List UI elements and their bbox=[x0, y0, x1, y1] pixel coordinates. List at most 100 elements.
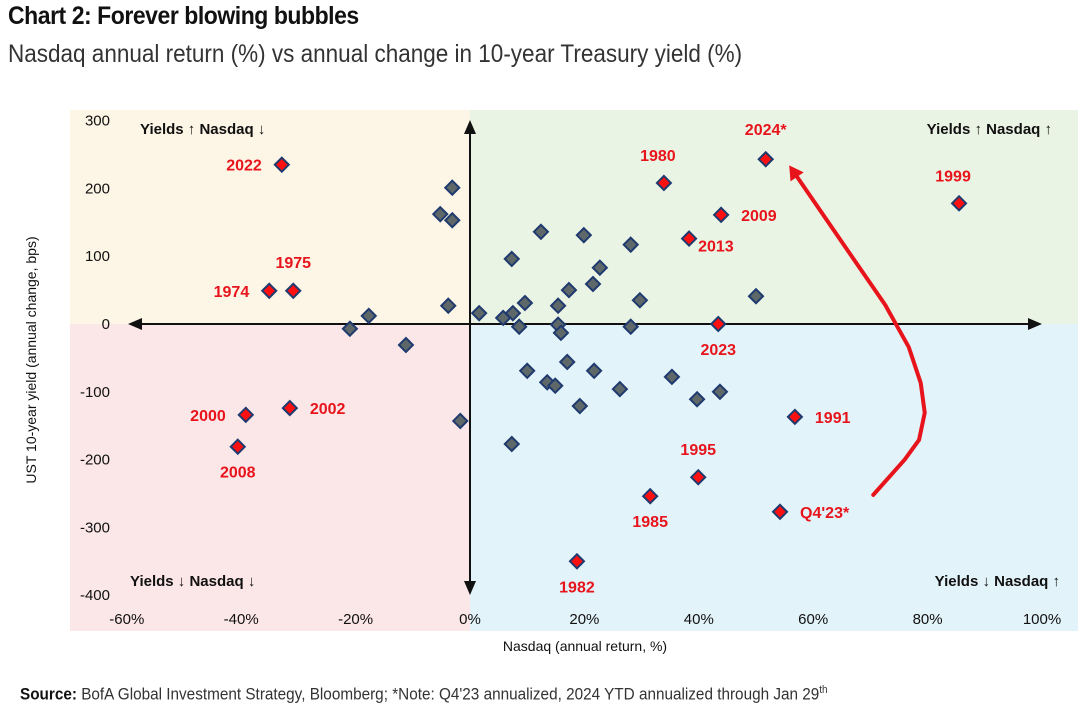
scatter-point bbox=[510, 318, 528, 336]
scatter-point bbox=[611, 380, 629, 398]
quadrant-bottom-right bbox=[470, 324, 1078, 631]
point-label: 1974 bbox=[214, 284, 250, 301]
point-label: 2002 bbox=[310, 401, 346, 418]
x-tick-label: -60% bbox=[109, 611, 144, 628]
scatter-point bbox=[622, 318, 640, 336]
scatter-point bbox=[622, 236, 640, 254]
highlighted-point bbox=[273, 156, 291, 174]
scatter-point bbox=[397, 336, 415, 354]
scatter-point bbox=[663, 368, 681, 386]
scatter-point bbox=[546, 377, 564, 395]
highlighted-point bbox=[284, 282, 302, 300]
point-label: 2000 bbox=[190, 408, 226, 425]
point-labels: 2022 1974 1975 2000 2002 2008 1980 2024* 2009 201… bbox=[190, 122, 971, 596]
highlighted-point bbox=[689, 468, 707, 486]
y-tick-label: -100 bbox=[80, 384, 110, 401]
highlighted-point bbox=[281, 399, 299, 417]
point-label: Q4'23* bbox=[800, 505, 850, 522]
axes bbox=[128, 120, 1042, 595]
point-label: 1999 bbox=[935, 168, 971, 185]
scatter-point bbox=[560, 281, 578, 299]
quadrant-bottom-left bbox=[70, 324, 470, 631]
highlighted-point bbox=[709, 315, 727, 333]
scatter-point bbox=[584, 275, 602, 293]
point-label: 1980 bbox=[640, 148, 676, 165]
scatter-point bbox=[688, 390, 706, 408]
chart-title: Chart 2: Forever blowing bubbles bbox=[8, 2, 359, 30]
chart-subtitle: Nasdaq annual return (%) vs annual chang… bbox=[8, 40, 743, 68]
y-tick-label: -300 bbox=[80, 519, 110, 536]
point-label: 2023 bbox=[700, 342, 736, 359]
highlighted-point bbox=[712, 206, 730, 224]
scatter-point bbox=[443, 179, 461, 197]
x-tick-label: 80% bbox=[913, 611, 943, 628]
scatter-point bbox=[503, 250, 521, 268]
scatter-point bbox=[558, 353, 576, 371]
arrow-path bbox=[795, 174, 927, 497]
scatter-point bbox=[552, 324, 570, 342]
scatter-point bbox=[549, 297, 567, 315]
scatter-point bbox=[711, 383, 729, 401]
highlighted-point bbox=[757, 150, 775, 168]
y-axis-top-arrowhead bbox=[464, 120, 476, 134]
x-tick-label: 20% bbox=[569, 611, 599, 628]
highlighted-point bbox=[641, 487, 659, 505]
highlighted-point bbox=[237, 406, 255, 424]
scatter-point bbox=[341, 320, 359, 338]
x-tick-label: -20% bbox=[338, 611, 373, 628]
point-label: 1985 bbox=[632, 514, 668, 531]
arrow-head bbox=[789, 165, 804, 182]
y-tick-label: 0 bbox=[102, 316, 110, 333]
point-label: 2022 bbox=[226, 158, 262, 175]
tick-labels: -60% -40% -20% 0% 20% 40% 60% 80% 100% 300 200 100 0… bbox=[80, 113, 1061, 628]
highlighted-point bbox=[655, 174, 673, 192]
y-tick-label: -200 bbox=[80, 452, 110, 469]
highlighted-point bbox=[680, 230, 698, 247]
y-tick-label: 100 bbox=[85, 248, 110, 265]
scatter-point bbox=[360, 307, 378, 325]
annotation-arrow bbox=[789, 165, 927, 497]
scatter-point bbox=[631, 291, 649, 309]
scatter-point bbox=[504, 304, 522, 322]
highlighted-point bbox=[260, 282, 278, 300]
highlighted-point bbox=[771, 503, 789, 521]
quadrant-label-top-left: Yields ↑ Nasdaq ↓ bbox=[140, 121, 265, 138]
x-axis-label: Nasdaq (annual return, %) bbox=[503, 638, 667, 654]
quadrant-label-bottom-left: Yields ↓ Nasdaq ↓ bbox=[130, 573, 255, 590]
highlighted-point bbox=[568, 552, 586, 570]
scatter-point bbox=[571, 397, 589, 415]
scatter-point bbox=[431, 205, 449, 223]
source-sup: th bbox=[819, 684, 828, 696]
scatter-point bbox=[518, 362, 536, 380]
scatter-point bbox=[747, 287, 765, 305]
y-tick-label: 200 bbox=[85, 180, 110, 197]
source-text: BofA Global Investment Strategy, Bloombe… bbox=[76, 684, 820, 704]
scatter-point bbox=[585, 362, 603, 380]
x-tick-label: 100% bbox=[1023, 611, 1061, 628]
scatter-point bbox=[532, 223, 550, 241]
scatter-point bbox=[516, 294, 534, 312]
point-label: 1995 bbox=[680, 442, 716, 459]
scatter-point bbox=[439, 297, 457, 315]
highlighted-point bbox=[786, 408, 804, 426]
point-label: 2009 bbox=[741, 208, 777, 225]
y-tick-label: 300 bbox=[85, 113, 110, 130]
x-tick-label: 40% bbox=[684, 611, 714, 628]
source-label: Source: bbox=[20, 684, 77, 704]
y-axis-label: UST 10-year yield (annual change, bps) bbox=[23, 236, 39, 483]
scatter-point bbox=[470, 304, 488, 322]
scatter-point bbox=[575, 226, 593, 244]
x-tick-label: 0% bbox=[459, 611, 481, 628]
quadrant-label-top-right: Yields ↑ Nasdaq ↑ bbox=[927, 121, 1052, 138]
x-tick-label: 60% bbox=[798, 611, 828, 628]
point-label: 2013 bbox=[698, 239, 734, 256]
scatter-point bbox=[503, 435, 521, 453]
quadrant-labels: Yields ↑ Nasdaq ↓ Yields ↑ Nasdaq ↑ Yields… bbox=[130, 121, 1060, 590]
x-axis-left-arrowhead bbox=[128, 318, 142, 330]
source-note: Source: BofA Global Investment Strategy,… bbox=[20, 684, 828, 705]
y-axis-bottom-arrowhead bbox=[464, 581, 476, 595]
point-label: 1975 bbox=[275, 255, 311, 272]
quadrant-backgrounds bbox=[70, 110, 1078, 631]
x-tick-label: -40% bbox=[224, 611, 259, 628]
